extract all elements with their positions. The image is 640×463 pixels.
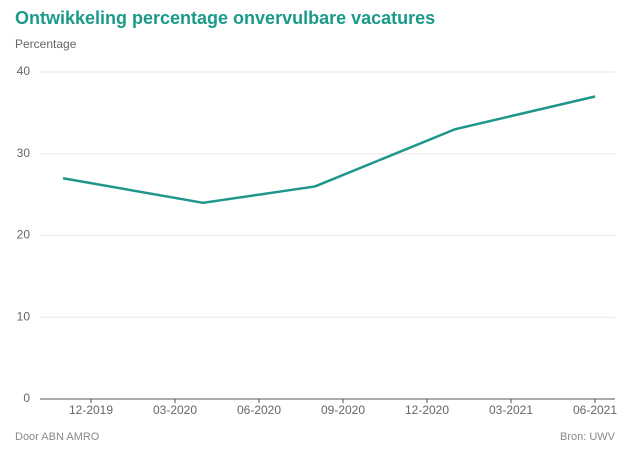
source-left: Door ABN AMRO (15, 431, 100, 443)
x-tick-label: 06-2021 (573, 403, 617, 417)
x-tick-label: 12-2019 (69, 403, 113, 417)
x-tick-label: 03-2021 (489, 403, 533, 417)
x-tick-label: 03-2020 (153, 403, 197, 417)
y-tick-label: 0 (23, 391, 30, 405)
y-tick-label: 40 (17, 64, 31, 78)
y-tick-label: 20 (17, 228, 31, 242)
chart-title: Ontwikkeling percentage onvervulbare vac… (15, 8, 435, 28)
y-tick-label: 10 (17, 309, 31, 323)
x-tick-label: 12-2020 (405, 403, 449, 417)
x-tick-label: 06-2020 (237, 403, 281, 417)
y-tick-label: 30 (17, 146, 31, 160)
source-right: Bron: UWV (560, 431, 616, 443)
y-axis-label: Percentage (15, 37, 77, 51)
data-line (62, 95, 596, 205)
x-tick-label: 09-2020 (321, 403, 365, 417)
